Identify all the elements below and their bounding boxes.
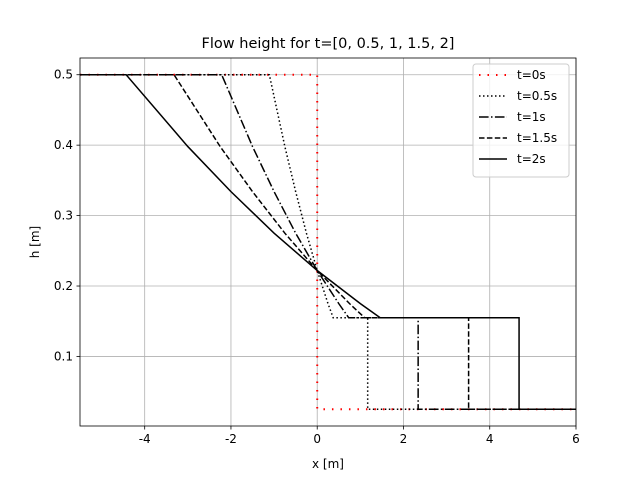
legend-label: t=2s	[517, 152, 546, 166]
legend-box	[472, 63, 570, 178]
legend-label: t=0s	[517, 68, 546, 82]
legend-label: t=0.5s	[517, 89, 557, 103]
x-axis-label: x [m]	[312, 457, 344, 471]
x-tick-label: -4	[139, 432, 151, 446]
line	[80, 73, 576, 411]
y-tick-label: 0.5	[54, 68, 73, 82]
y-tick-label: 0.3	[54, 209, 73, 223]
legend-label: t=1s	[517, 110, 546, 124]
plot-frame	[79, 57, 577, 427]
chart-title: Flow height for t=[0, 0.5, 1, 1.5, 2]	[202, 36, 455, 52]
x-tick-label: 2	[400, 432, 408, 446]
y-tick-label: 0.1	[54, 349, 73, 363]
x-tick-label: 4	[486, 432, 494, 446]
line	[80, 73, 576, 411]
legend-label: t=1.5s	[517, 131, 557, 145]
y-tick-label: 0.2	[54, 279, 73, 293]
y-tick-label: 0.4	[54, 138, 73, 152]
y-axis-label: h [m]	[28, 226, 42, 258]
x-tick-label: 0	[313, 432, 321, 446]
x-tick-label: -2	[225, 432, 237, 446]
x-tick-label: 6	[572, 432, 580, 446]
